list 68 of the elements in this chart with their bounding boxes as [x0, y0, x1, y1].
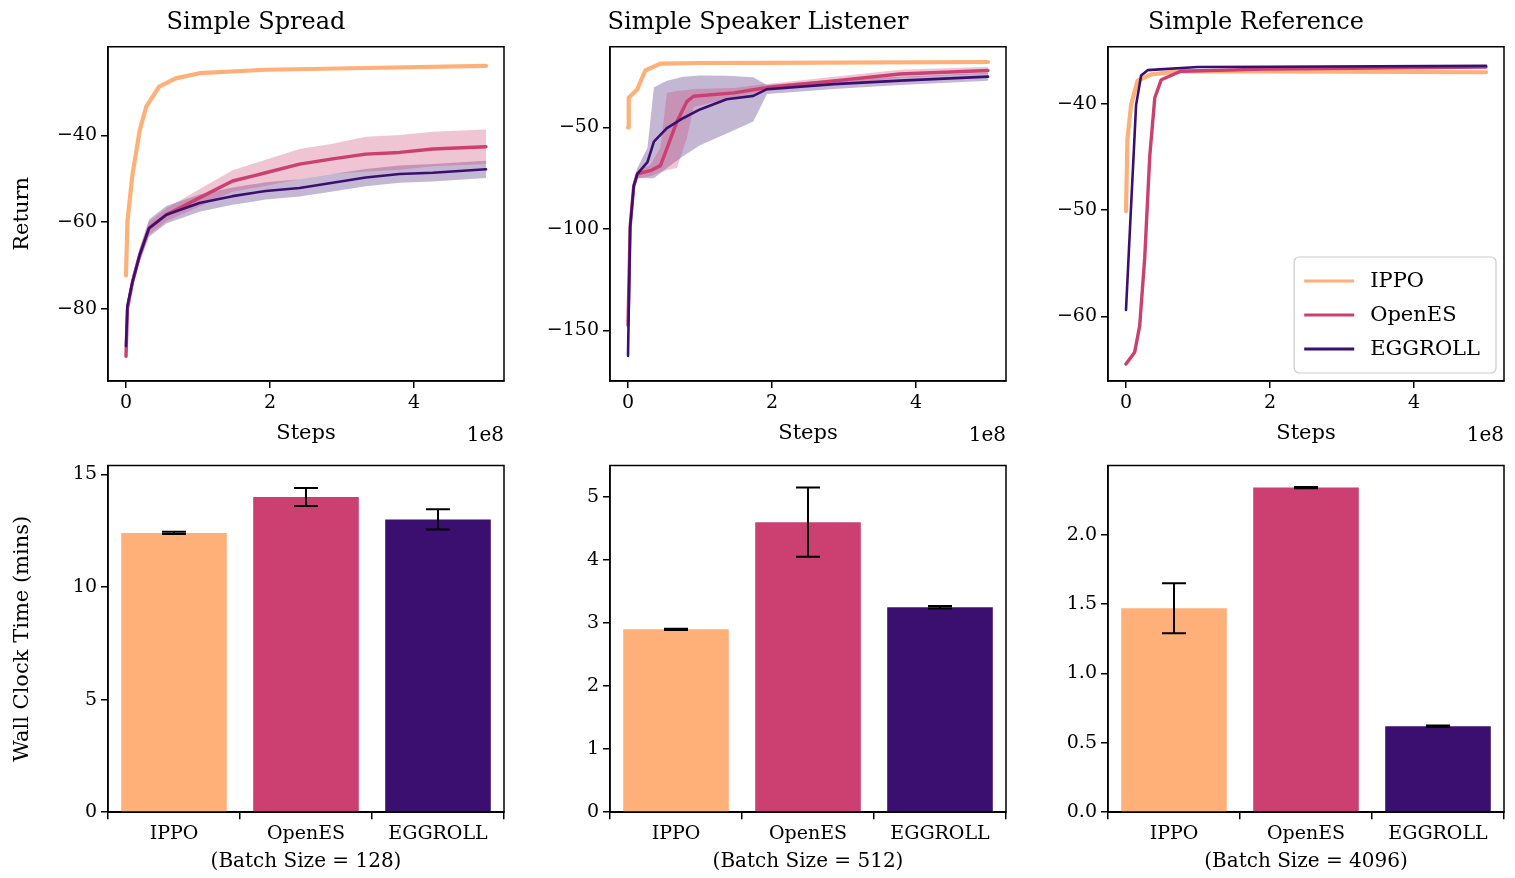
y-tick-label: 1 — [586, 736, 599, 759]
bar — [121, 532, 227, 812]
bar — [887, 607, 993, 812]
y-tick-label: −40 — [1056, 91, 1097, 114]
legend-label: EGGROLL — [1370, 336, 1481, 361]
y-tick-label: 1.0 — [1066, 660, 1097, 683]
chart-title: Simple Speaker Listener — [607, 6, 909, 35]
y-tick-label: 10 — [72, 573, 97, 596]
y-tick-label: −80 — [56, 295, 97, 318]
y-tick-label: 0.0 — [1066, 799, 1097, 822]
x-axis-title: (Batch Size = 512) — [712, 848, 904, 873]
x-axis-title: Steps — [276, 419, 336, 444]
bar — [253, 496, 359, 812]
y-tick-label: 2 — [586, 673, 599, 696]
legend-label: OpenES — [1370, 302, 1457, 327]
y-tick-label: −100 — [546, 215, 599, 238]
text: 1e8 — [466, 422, 504, 447]
y-tick-label: 0 — [84, 799, 97, 822]
x-tick-label: EGGROLL — [890, 820, 991, 843]
x-tick-label: 2 — [263, 390, 277, 413]
bar — [1385, 726, 1491, 812]
x-tick-label: 0 — [621, 390, 635, 413]
x-tick-label: 0 — [1119, 390, 1133, 413]
y-tick-label: −150 — [546, 317, 599, 340]
bar — [385, 519, 491, 812]
x-axis-title: Steps — [778, 419, 838, 444]
x-axis-title: (Batch Size = 128) — [210, 848, 402, 873]
y-tick-label: −50 — [1056, 197, 1097, 220]
x-tick-label: 4 — [1407, 390, 1421, 413]
x-tick-label: 2 — [1263, 390, 1277, 413]
y-tick-label: −60 — [1056, 303, 1097, 326]
x-tick-label: OpenES — [1266, 820, 1346, 843]
x-tick-label: 4 — [909, 390, 923, 413]
bar — [1253, 487, 1359, 812]
bar — [1121, 608, 1227, 812]
y-axis-title: Return — [9, 177, 34, 251]
y-tick-label: −60 — [56, 209, 97, 232]
x-tick-label: IPPO — [149, 820, 199, 843]
x-axis-title: Steps — [1276, 419, 1336, 444]
y-axis-title: Wall Clock Time (mins) — [9, 515, 34, 762]
x-tick-label: 4 — [407, 390, 421, 413]
y-tick-label: 3 — [586, 609, 599, 632]
y-tick-label: 1.5 — [1066, 591, 1097, 614]
y-tick-label: 0 — [586, 799, 599, 822]
y-tick-label: 2.0 — [1066, 521, 1097, 544]
y-tick-label: 5 — [586, 483, 599, 506]
chart-title: Simple Spread — [166, 6, 346, 35]
x-tick-label: 2 — [765, 390, 779, 413]
x-tick-label: IPPO — [651, 820, 701, 843]
x-tick-label: EGGROLL — [1388, 820, 1489, 843]
legend-label: IPPO — [1370, 268, 1424, 293]
x-tick-label: IPPO — [1149, 820, 1199, 843]
x-tick-label: OpenES — [266, 820, 346, 843]
x-tick-label: EGGROLL — [388, 820, 489, 843]
bar — [623, 629, 729, 812]
x-tick-label: OpenES — [768, 820, 848, 843]
y-tick-label: 0.5 — [1066, 729, 1097, 752]
y-tick-label: −50 — [558, 114, 599, 137]
text: 1e8 — [1466, 422, 1504, 447]
bar — [755, 522, 861, 812]
x-axis-title: (Batch Size = 4096) — [1204, 848, 1408, 873]
y-tick-label: 5 — [84, 686, 97, 709]
text: 1e8 — [968, 422, 1006, 447]
chart-title: Simple Reference — [1148, 6, 1364, 35]
y-tick-label: 15 — [72, 461, 97, 484]
y-tick-label: −40 — [56, 122, 97, 145]
x-tick-label: 0 — [119, 390, 133, 413]
y-tick-label: 4 — [586, 546, 599, 569]
